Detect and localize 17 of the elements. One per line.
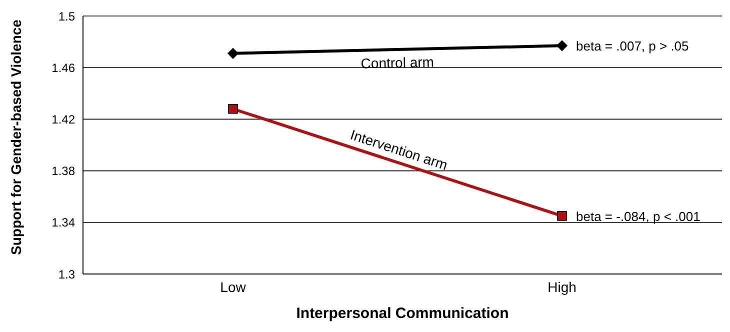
y-tick-label: 1.3 [58, 267, 76, 282]
series-label: Control arm [360, 54, 434, 72]
x-tick-label: Low [220, 278, 247, 295]
annotation: beta = -.084, p < .001 [576, 208, 700, 224]
y-tick-label: 1.34 [52, 216, 76, 230]
x-axis-title: Interpersonal Communication [296, 305, 509, 322]
point [228, 48, 238, 59]
x-tick-label: High [548, 278, 576, 295]
point [228, 104, 238, 114]
y-tick-label: 1.42 [52, 112, 76, 126]
y-tick-label: 1.46 [52, 60, 76, 75]
point [557, 211, 567, 221]
y-axis-title: Support for Gender-based Violence [8, 19, 24, 255]
y-tick-label: 1.5 [58, 9, 76, 24]
point [556, 40, 568, 52]
y-tick-label: 1.38 [52, 164, 76, 178]
annotation: beta = .007, p > .05 [576, 38, 689, 54]
